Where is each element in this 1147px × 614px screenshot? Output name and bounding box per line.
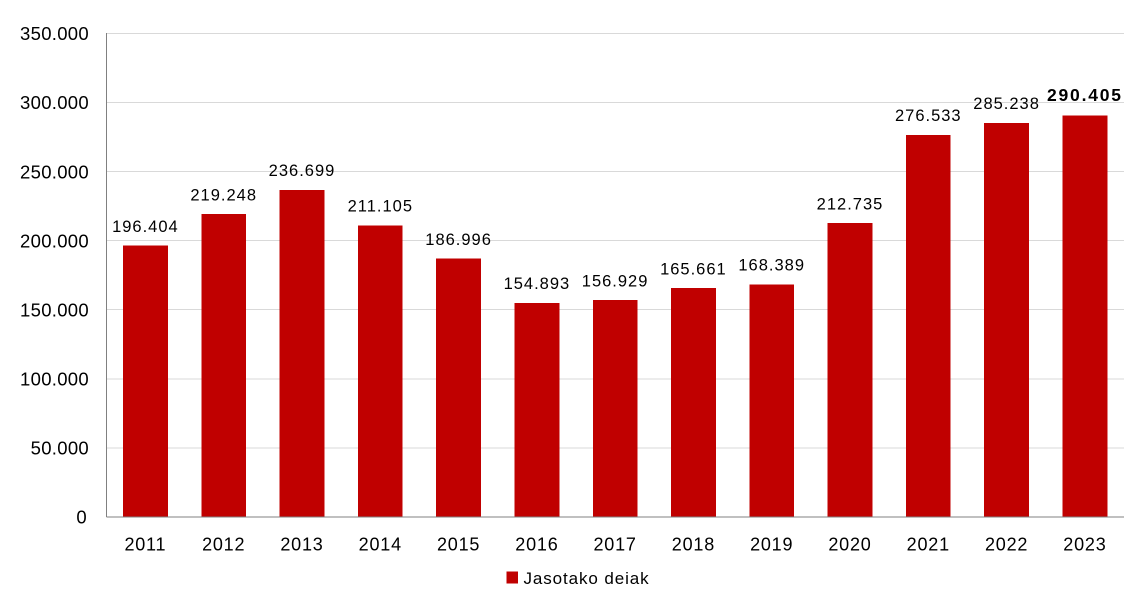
svg-text:250.000: 250.000 bbox=[20, 161, 89, 182]
svg-text:2020: 2020 bbox=[828, 535, 871, 555]
svg-text:2023: 2023 bbox=[1063, 535, 1106, 555]
svg-text:0: 0 bbox=[76, 507, 87, 528]
svg-text:290.405: 290.405 bbox=[1047, 85, 1123, 105]
svg-text:2014: 2014 bbox=[359, 535, 402, 555]
svg-text:2013: 2013 bbox=[280, 535, 323, 555]
svg-text:2018: 2018 bbox=[672, 535, 715, 555]
svg-text:100.000: 100.000 bbox=[20, 369, 89, 390]
svg-text:2021: 2021 bbox=[907, 535, 950, 555]
svg-text:300.000: 300.000 bbox=[20, 92, 89, 113]
svg-text:2017: 2017 bbox=[593, 535, 636, 555]
svg-text:200.000: 200.000 bbox=[20, 230, 89, 251]
svg-text:154.893: 154.893 bbox=[504, 275, 571, 293]
svg-text:156.929: 156.929 bbox=[582, 272, 649, 290]
svg-text:211.105: 211.105 bbox=[348, 198, 413, 216]
svg-text:285.238: 285.238 bbox=[973, 95, 1040, 113]
svg-text:Jasotako deiak: Jasotako deiak bbox=[524, 569, 650, 588]
svg-text:350.000: 350.000 bbox=[20, 23, 89, 44]
svg-text:276.533: 276.533 bbox=[895, 107, 962, 125]
svg-text:50.000: 50.000 bbox=[31, 438, 89, 459]
svg-text:2011: 2011 bbox=[124, 535, 166, 555]
svg-text:165.661: 165.661 bbox=[660, 260, 727, 278]
svg-text:219.248: 219.248 bbox=[190, 186, 257, 204]
svg-text:186.996: 186.996 bbox=[425, 231, 492, 249]
svg-text:196.404: 196.404 bbox=[112, 218, 179, 236]
svg-text:150.000: 150.000 bbox=[20, 299, 89, 320]
svg-text:168.389: 168.389 bbox=[738, 257, 805, 275]
svg-text:2012: 2012 bbox=[202, 535, 245, 555]
svg-text:212.735: 212.735 bbox=[817, 195, 884, 213]
svg-text:2022: 2022 bbox=[985, 535, 1028, 555]
svg-text:2015: 2015 bbox=[437, 535, 480, 555]
svg-text:2019: 2019 bbox=[750, 535, 793, 555]
svg-text:2016: 2016 bbox=[515, 535, 558, 555]
svg-text:236.699: 236.699 bbox=[269, 162, 336, 180]
